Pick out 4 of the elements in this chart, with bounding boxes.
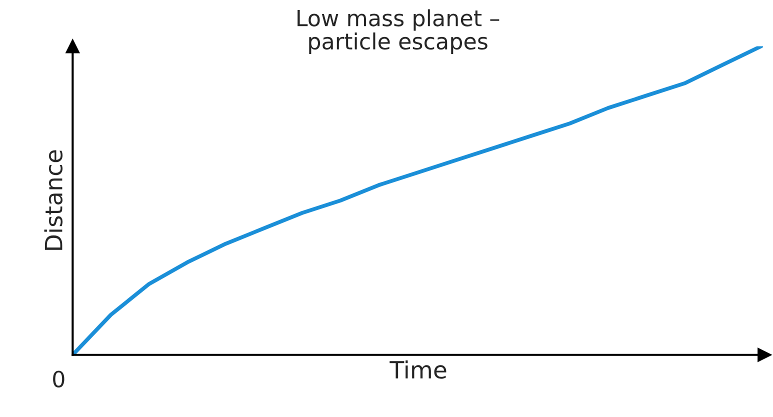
- y-axis-title: Distance: [44, 150, 63, 250]
- x-axis-title: Time: [390, 360, 446, 379]
- annotation: Low mass planet – particle escapes: [298, 9, 500, 54]
- text: 0: [53, 370, 64, 388]
